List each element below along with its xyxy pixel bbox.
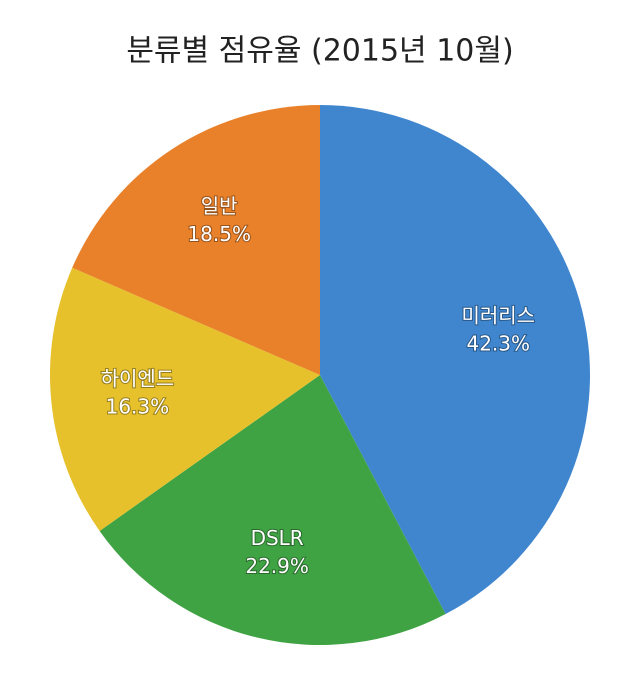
slice-value-label: 18.5%	[187, 222, 251, 246]
slice-value-label: 22.9%	[245, 554, 309, 578]
slice-value-label: 16.3%	[106, 395, 170, 419]
slice-label: DSLR	[251, 526, 304, 550]
pie-slice	[99, 375, 446, 645]
pie-slice	[49, 267, 320, 531]
slice-label: 미러리스	[461, 304, 535, 328]
chart-title: 분류별 점유율 (2015년 10월)	[126, 34, 513, 69]
slice-label: 하이엔드	[101, 367, 175, 391]
slice-value-label: 42.3%	[466, 332, 530, 356]
pie-slice	[72, 105, 320, 375]
pie-slice	[320, 105, 591, 615]
slice-label: 일반	[201, 194, 238, 218]
